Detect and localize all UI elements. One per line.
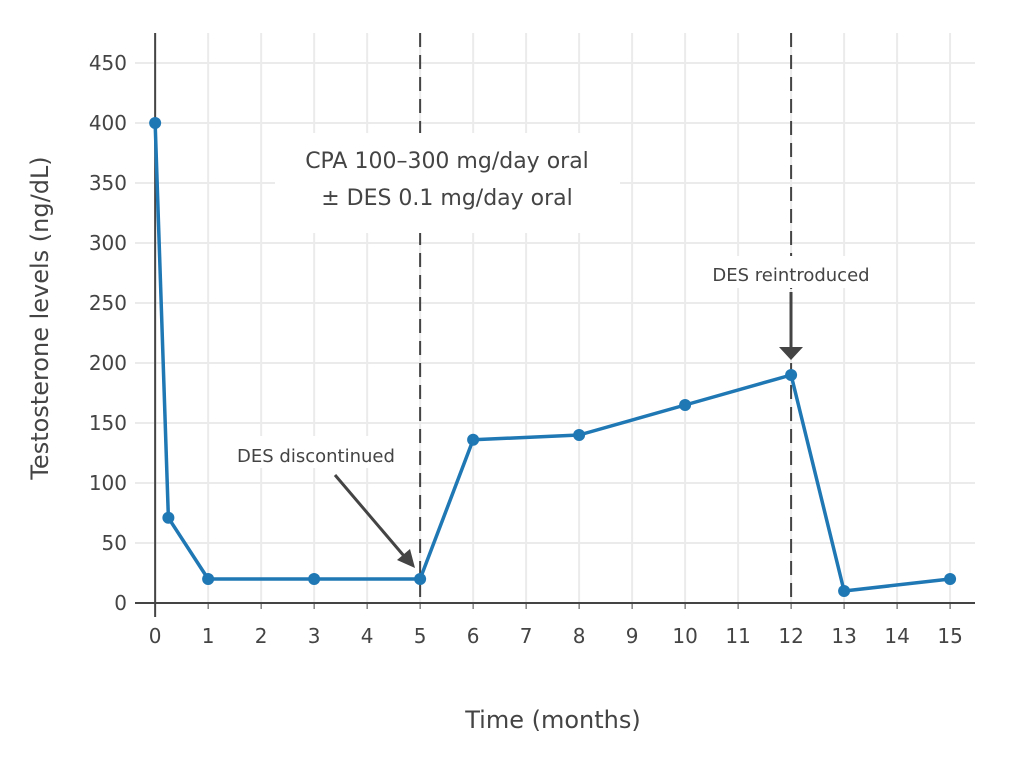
x-tick-label: 11 (725, 624, 750, 648)
x-tick-label: 8 (573, 624, 586, 648)
y-axis-label: Testosterone levels (ng/dL) (26, 156, 54, 480)
reintroduced-label-bg (690, 256, 892, 288)
y-tick-label: 100 (89, 471, 127, 495)
y-tick-label: 150 (89, 411, 127, 435)
regimen-annotation-bg (275, 133, 620, 233)
x-tick-label: 6 (467, 624, 480, 648)
x-tick-label: 0 (149, 624, 162, 648)
x-tick-label: 7 (520, 624, 533, 648)
data-point (308, 573, 321, 585)
y-tick-label: 200 (89, 351, 127, 375)
x-tick-label: 4 (361, 624, 374, 648)
x-tick-label: 13 (831, 624, 856, 648)
data-point (149, 117, 162, 129)
y-tick-label: 50 (102, 531, 127, 555)
y-tick-label: 350 (89, 171, 127, 195)
y-tick-label: 250 (89, 291, 127, 315)
data-point (838, 585, 851, 597)
regimen-annotation-line: ± DES 0.1 mg/day oral (321, 186, 573, 211)
x-tick-label: 12 (778, 624, 803, 648)
x-tick-label: 9 (626, 624, 639, 648)
y-tick-label: 0 (114, 591, 127, 615)
reintroduced-arrowhead (779, 347, 803, 360)
y-tick-label: 400 (89, 111, 127, 135)
x-tick-label: 14 (884, 624, 909, 648)
x-tick-label: 1 (202, 624, 215, 648)
discontinued-label-bg (210, 436, 418, 468)
x-tick-label: 15 (937, 624, 962, 648)
discontinued-arrow-shaft (333, 474, 406, 557)
data-point (414, 573, 427, 585)
discontinued-arrowhead (397, 549, 415, 568)
x-tick-label: 10 (672, 624, 697, 648)
y-tick-label: 450 (89, 51, 127, 75)
data-point (785, 369, 798, 381)
x-tick-label: 5 (414, 624, 427, 648)
regimen-annotation-line: CPA 100–300 mg/day oral (305, 149, 589, 174)
y-tick-label: 300 (89, 231, 127, 255)
data-point (162, 511, 175, 524)
discontinued-label: DES discontinued (237, 446, 395, 467)
reintroduced-label: DES reintroduced (712, 265, 869, 286)
data-point (679, 399, 692, 411)
data-point (573, 429, 586, 441)
x-tick-label: 2 (255, 624, 268, 648)
x-tick-label: 3 (308, 624, 321, 648)
data-point (467, 433, 480, 446)
data-point (944, 573, 957, 585)
x-axis-label: Time (months) (464, 706, 641, 734)
data-point (202, 573, 215, 585)
